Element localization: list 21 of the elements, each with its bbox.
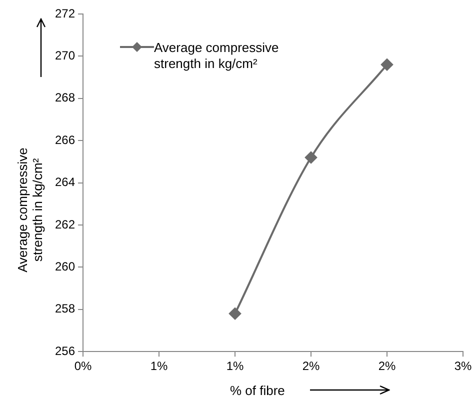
x-tick-label: 2%: [302, 359, 320, 374]
x-tick-label: 1%: [150, 359, 168, 374]
y-tick-label: 256: [54, 344, 76, 358]
y-tick-label: 268: [54, 90, 76, 105]
point: [229, 308, 242, 320]
x-tick-label: 0%: [74, 359, 92, 374]
y-tick-label: 264: [54, 175, 76, 190]
y-tick-label: 270: [54, 48, 76, 63]
legend-label: Average compressive strength in kg/cm²: [154, 40, 280, 72]
point: [381, 58, 394, 71]
y-tick-label: 262: [54, 217, 76, 232]
y-tick-label: 258: [54, 302, 76, 316]
x-axis-title: % of fibre: [230, 383, 285, 398]
x-tick-label: 2%: [378, 359, 396, 374]
point: [305, 151, 318, 164]
y-tick-label: 266: [54, 132, 76, 147]
y-tick-label: 272: [54, 6, 76, 20]
y-tick-label: 260: [54, 260, 76, 274]
x-tick-label: 3%: [454, 359, 472, 374]
x-tick-label: 1%: [226, 359, 244, 374]
y-axis-title: Average compressive strength in kg/cm²: [15, 146, 45, 274]
